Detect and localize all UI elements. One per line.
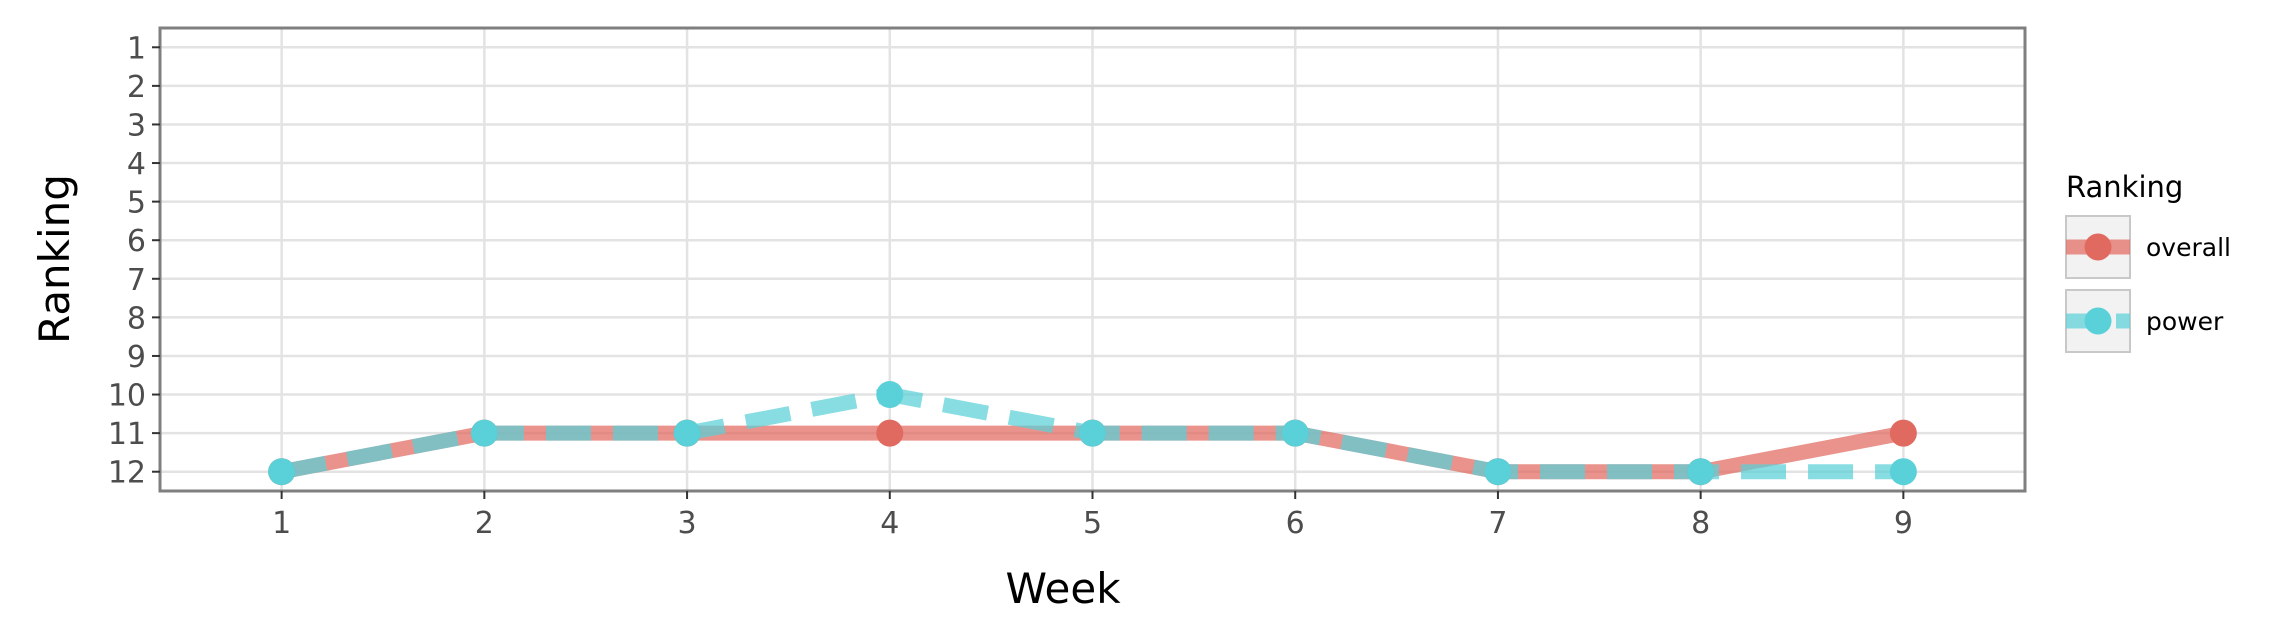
y-tick-label: 3 bbox=[127, 108, 146, 143]
point-overall bbox=[876, 419, 904, 447]
y-tick-label: 11 bbox=[108, 417, 146, 452]
point-overall bbox=[1889, 419, 1917, 447]
y-tick-label: 2 bbox=[127, 70, 146, 105]
legend-label-power: power bbox=[2146, 307, 2224, 336]
y-tick-label: 4 bbox=[127, 147, 146, 182]
legend-title: Ranking bbox=[2066, 170, 2183, 204]
point-power bbox=[470, 419, 498, 447]
point-power bbox=[268, 458, 296, 486]
x-tick-label: 3 bbox=[678, 506, 697, 541]
x-axis-title: Week bbox=[1005, 564, 1121, 613]
y-tick-label: 12 bbox=[108, 456, 146, 491]
x-tick-label: 2 bbox=[475, 506, 494, 541]
x-tick-label: 1 bbox=[272, 506, 291, 541]
point-power bbox=[1281, 419, 1309, 447]
y-tick-label: 5 bbox=[127, 186, 146, 221]
point-power bbox=[876, 381, 904, 409]
legend-label-overall: overall bbox=[2146, 233, 2231, 262]
legend-key-power bbox=[2065, 289, 2131, 353]
legend: Ranking overall power bbox=[2065, 170, 2231, 353]
legend-key-overall bbox=[2065, 215, 2131, 279]
y-tick-label: 8 bbox=[127, 301, 146, 336]
y-tick-label: 9 bbox=[127, 340, 146, 375]
x-axis: 1 2 3 4 5 6 7 8 9 bbox=[272, 491, 1913, 541]
series-layer bbox=[268, 381, 1917, 486]
y-tick-label: 10 bbox=[108, 379, 146, 414]
x-tick-label: 6 bbox=[1286, 506, 1305, 541]
x-tick-label: 4 bbox=[880, 506, 899, 541]
y-axis-title: Ranking bbox=[30, 174, 79, 344]
point-power bbox=[1079, 419, 1106, 447]
point-power bbox=[1484, 458, 1512, 486]
x-tick-label: 7 bbox=[1488, 506, 1507, 541]
y-tick-label: 6 bbox=[127, 224, 146, 259]
series-points bbox=[268, 381, 1917, 486]
grid-lines bbox=[160, 28, 2025, 491]
y-tick-label: 7 bbox=[127, 263, 146, 298]
y-tick-label: 1 bbox=[127, 31, 146, 66]
x-tick-label: 9 bbox=[1894, 506, 1913, 541]
x-tick-label: 8 bbox=[1691, 506, 1710, 541]
point-power bbox=[1687, 458, 1715, 486]
point-power bbox=[1889, 458, 1917, 486]
x-tick-label: 5 bbox=[1083, 506, 1102, 541]
point-power bbox=[673, 419, 701, 447]
